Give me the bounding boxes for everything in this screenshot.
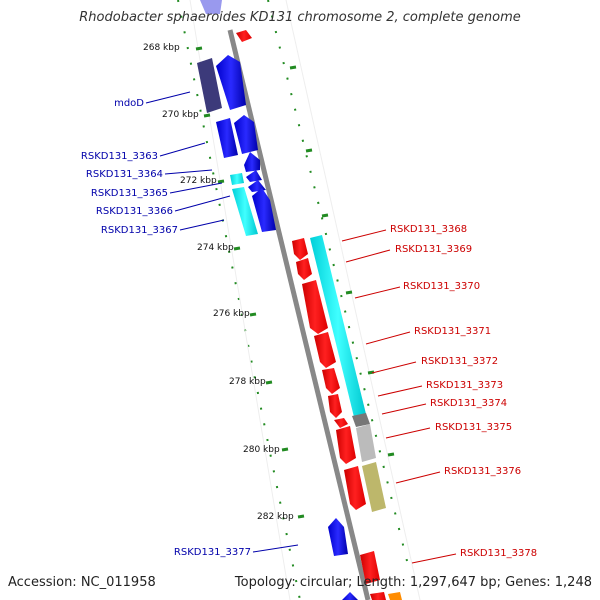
scale-label-274: 274 kbp <box>197 243 234 253</box>
feature-cyan-left-1 <box>230 173 244 185</box>
feature-blue-4 <box>244 152 260 172</box>
feature-cyan-long <box>310 235 366 417</box>
feature-blue-7 <box>252 188 276 232</box>
gene-label-3370: RSKD131_3370 <box>403 281 480 292</box>
map-title: Rhodobacter sphaeroides KD131 chromosome… <box>79 10 521 25</box>
scale-label-276: 276 kbp <box>213 309 250 319</box>
accession-label: Accession: NC_011958 <box>8 575 156 590</box>
gene-label-3369: RSKD131_3369 <box>395 244 472 255</box>
feature-orange-bottom <box>388 592 402 600</box>
gene-label-3364: RSKD131_3364 <box>86 169 163 180</box>
right-leader-lines <box>341 229 457 564</box>
feature-red-2 <box>296 258 312 280</box>
scale-label-280: 280 kbp <box>243 445 280 455</box>
gene-label-3367: RSKD131_3367 <box>101 225 178 236</box>
forward-strand-features <box>236 30 402 600</box>
feature-blue-bottom <box>328 518 348 556</box>
reverse-strand-features <box>197 0 358 600</box>
feature-olive <box>362 462 386 512</box>
feature-red-3 <box>302 280 328 334</box>
gene-label-3378: RSKD131_3378 <box>460 548 537 559</box>
scale-label-270: 270 kbp <box>162 110 199 120</box>
feature-red-8 <box>336 426 356 464</box>
feature-red-top <box>236 30 252 42</box>
gene-label-3375: RSKD131_3375 <box>435 422 512 433</box>
feature-red-bottom-2 <box>370 592 386 600</box>
feature-red-6 <box>328 394 342 418</box>
feature-mdoD <box>197 58 222 113</box>
feature-red-5 <box>322 368 340 394</box>
feature-blue-1 <box>216 55 246 110</box>
feature-blue-2 <box>216 118 238 158</box>
feature-cyan-left-2 <box>232 187 258 236</box>
feature-top-faded <box>200 0 222 14</box>
scale-label-268: 268 kbp <box>143 43 180 53</box>
gene-label-3377: RSKD131_3377 <box>174 547 251 558</box>
feature-blue-3 <box>234 115 258 154</box>
feature-blue-5 <box>246 170 262 182</box>
feature-red-bottom <box>360 551 380 584</box>
gene-label-3368: RSKD131_3368 <box>390 224 467 235</box>
feature-red-4 <box>314 332 336 368</box>
genome-summary: Topology: circular; Length: 1,297,647 bp… <box>234 575 592 590</box>
feature-red-7 <box>334 418 348 428</box>
feature-grey <box>356 424 376 462</box>
gene-label-3365: RSKD131_3365 <box>91 188 168 199</box>
left-leader-lines <box>145 91 299 553</box>
feature-red-9 <box>344 466 366 510</box>
scale-ticks <box>195 46 395 519</box>
gene-label-3371: RSKD131_3371 <box>414 326 491 337</box>
gene-label-3372: RSKD131_3372 <box>421 356 498 367</box>
feature-red-1 <box>292 238 308 260</box>
feature-darkgrey <box>352 413 370 427</box>
gene-label-3363: RSKD131_3363 <box>81 151 158 162</box>
gene-label-3376: RSKD131_3376 <box>444 466 521 477</box>
gene-label-3374: RSKD131_3374 <box>430 398 507 409</box>
feature-blue-bottom-2 <box>342 592 358 600</box>
scale-label-272: 272 kbp <box>180 176 217 186</box>
gene-label-3373: RSKD131_3373 <box>426 380 503 391</box>
gene-label-3366: RSKD131_3366 <box>96 206 173 217</box>
gene-label-mdoD: mdoD <box>114 98 144 109</box>
scale-label-278: 278 kbp <box>229 377 266 387</box>
scale-label-282: 282 kbp <box>257 512 294 522</box>
